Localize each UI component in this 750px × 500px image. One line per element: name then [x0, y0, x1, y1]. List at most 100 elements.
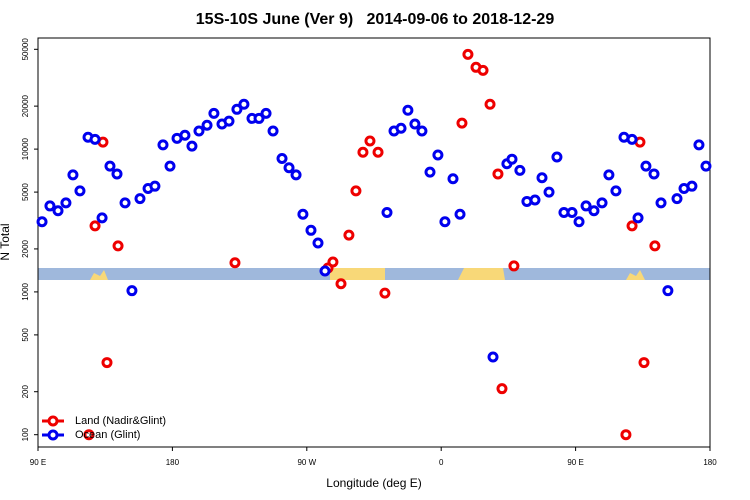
point	[632, 212, 644, 224]
point	[343, 229, 355, 241]
y-tick-label: 200	[21, 384, 30, 398]
point	[111, 168, 123, 180]
land-strip	[458, 268, 505, 280]
point	[126, 285, 138, 297]
point	[395, 122, 407, 134]
point	[655, 197, 667, 209]
point	[648, 168, 660, 180]
point	[201, 119, 213, 131]
point	[312, 237, 324, 249]
point	[492, 168, 504, 180]
surface-strip	[38, 268, 710, 280]
point	[104, 160, 116, 172]
point	[283, 162, 295, 174]
point	[276, 152, 288, 164]
x-tick-label: 90 E	[567, 458, 583, 467]
point	[662, 285, 674, 297]
point	[267, 125, 279, 137]
point	[134, 193, 146, 205]
legend-label: Ocean (Glint)	[75, 429, 140, 441]
point	[620, 429, 632, 441]
point	[238, 98, 250, 110]
point	[253, 112, 265, 124]
point	[52, 205, 64, 217]
y-tick-label: 500	[21, 328, 30, 342]
point	[671, 193, 683, 205]
point	[588, 205, 600, 217]
legend-marker	[47, 415, 59, 427]
point	[700, 160, 712, 172]
x-tick-label: 90 W	[297, 458, 316, 467]
point	[60, 197, 72, 209]
point	[179, 129, 191, 141]
point	[119, 197, 131, 209]
land-strip	[330, 268, 385, 280]
x-tick-label: 0	[439, 458, 444, 467]
point	[208, 107, 220, 119]
point	[83, 429, 95, 441]
point	[157, 139, 169, 151]
point	[364, 135, 376, 147]
point	[447, 173, 459, 185]
point	[454, 208, 466, 220]
point	[36, 216, 48, 228]
y-tick-label: 20000	[21, 94, 30, 117]
point	[416, 125, 428, 137]
point	[506, 153, 518, 165]
point	[649, 240, 661, 252]
y-axis-label: N Total	[0, 223, 12, 260]
point	[319, 265, 331, 277]
point	[305, 224, 317, 236]
point	[96, 212, 108, 224]
y-tick-label: 100	[21, 427, 30, 441]
point	[439, 216, 451, 228]
x-tick-label: 180	[166, 458, 180, 467]
point	[456, 117, 468, 129]
land-strip	[626, 270, 645, 280]
land-strip	[90, 270, 108, 280]
point	[44, 200, 56, 212]
legend-marker	[47, 429, 59, 441]
point	[409, 118, 421, 130]
point	[186, 140, 198, 152]
point	[487, 351, 499, 363]
point	[610, 185, 622, 197]
point	[290, 169, 302, 181]
point	[484, 98, 496, 110]
point	[462, 48, 474, 60]
point	[89, 133, 101, 145]
point	[164, 160, 176, 172]
point	[566, 206, 578, 218]
point	[424, 166, 436, 178]
point	[402, 104, 414, 116]
point	[327, 256, 339, 268]
point	[693, 139, 705, 151]
point	[357, 146, 369, 158]
x-axis-label: Longitude (deg E)	[326, 476, 421, 490]
point	[626, 133, 638, 145]
x-tick-label: 180	[703, 458, 717, 467]
point	[603, 169, 615, 181]
point	[551, 151, 563, 163]
point	[379, 287, 391, 299]
chart-title: 15S-10S June (Ver 9) 2014-09-06 to 2018-…	[196, 11, 555, 28]
point	[626, 220, 638, 232]
y-tick-label: 1000	[21, 282, 30, 300]
point	[74, 185, 86, 197]
point	[223, 115, 235, 127]
point	[350, 185, 362, 197]
point	[496, 383, 508, 395]
point	[638, 357, 650, 369]
point	[686, 180, 698, 192]
y-tick-label: 5000	[21, 183, 30, 201]
point	[514, 164, 526, 176]
point	[508, 260, 520, 272]
point	[529, 194, 541, 206]
point	[477, 64, 489, 76]
point	[573, 216, 585, 228]
legend-label: Land (Nadir&Glint)	[75, 415, 166, 427]
point	[149, 180, 161, 192]
point	[335, 278, 347, 290]
point	[229, 257, 241, 269]
